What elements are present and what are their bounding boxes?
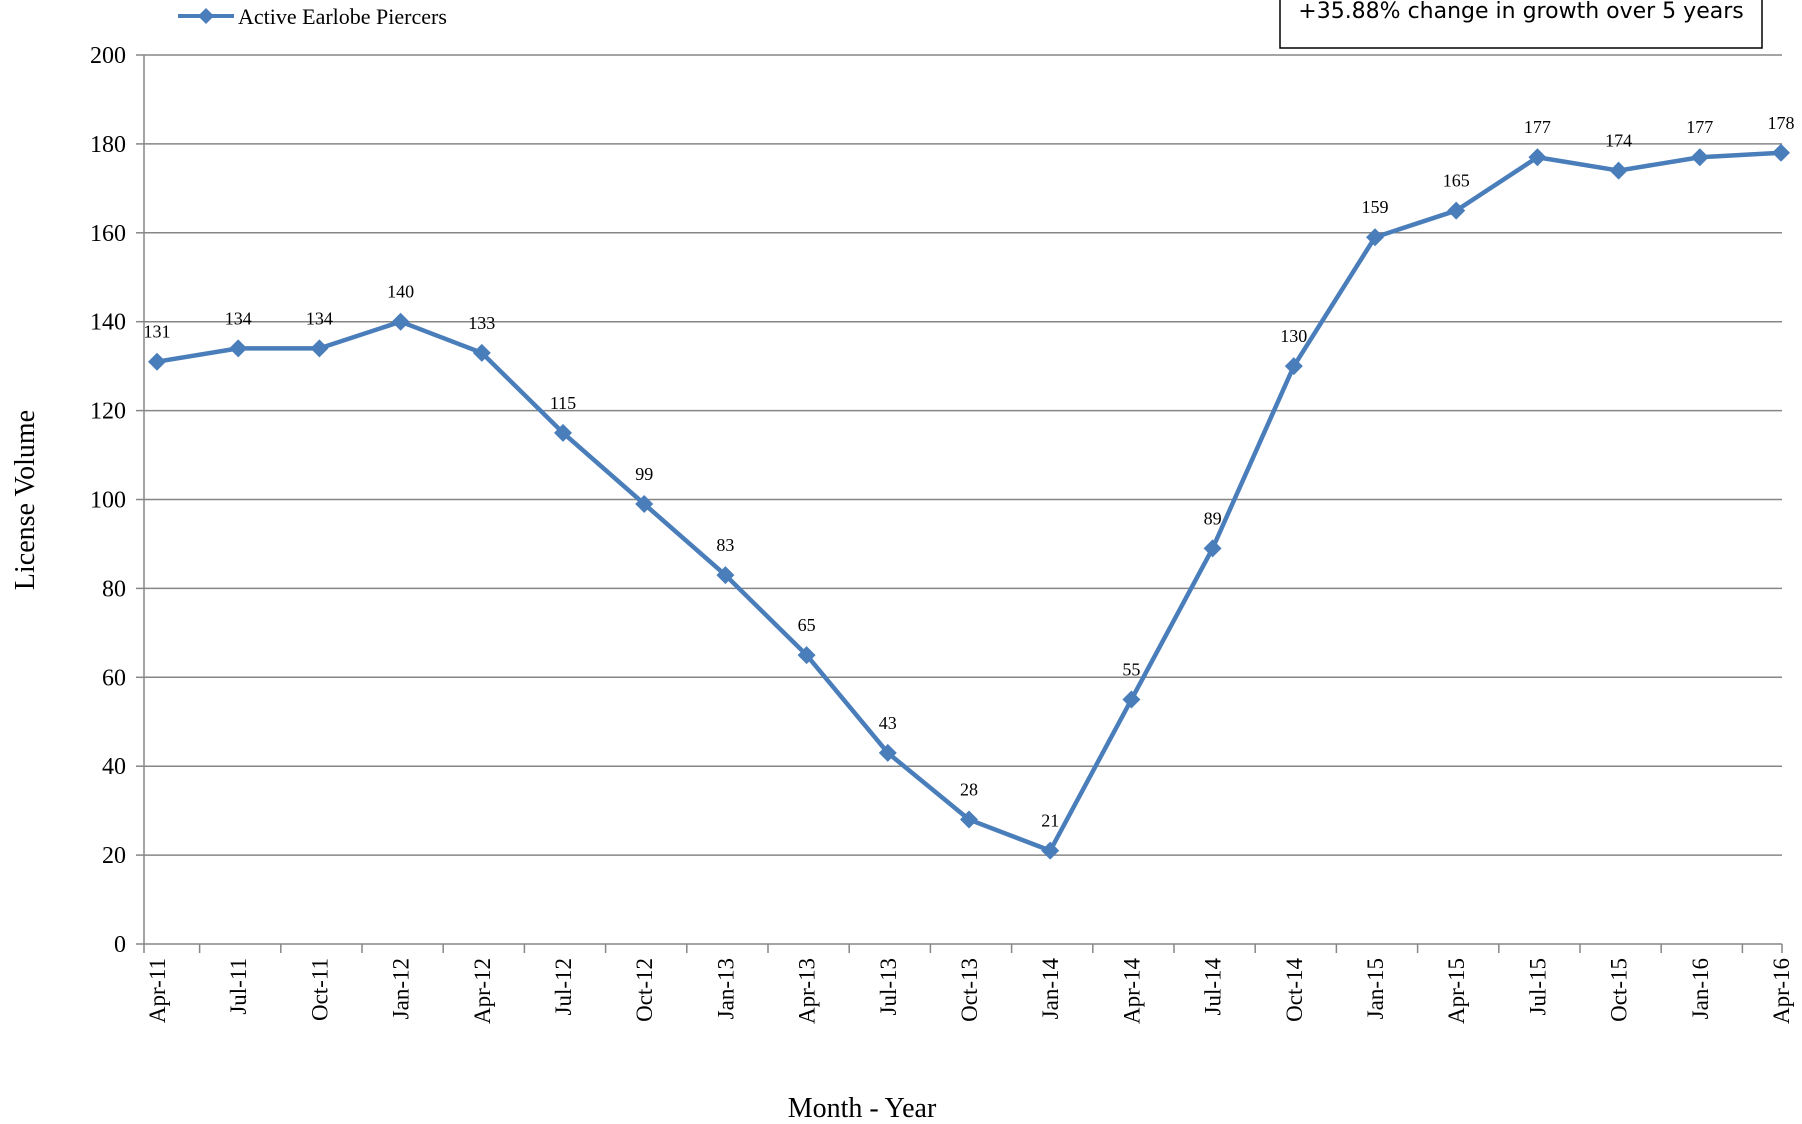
data-label-jan-16: 177 [1686,117,1713,137]
series-line [156,150,1782,853]
y-tick-label-20: 20 [102,843,126,869]
data-point-apr-15 [1447,201,1466,220]
y-tick-label-160: 160 [90,221,126,247]
data-point-jan-16 [1690,148,1709,167]
y-tick-label-100: 100 [90,488,126,514]
annotation-box: +35.88% change in growth over 5 years [1279,0,1763,49]
data-point-oct-15 [1609,161,1628,180]
data-point-jan-15 [1366,228,1384,247]
data-point-jul-11 [229,339,248,358]
y-tick-label-80: 80 [102,576,126,602]
data-label-oct-11: 134 [306,308,333,328]
data-label-jan-13: 83 [716,535,734,555]
data-label-jan-14: 21 [1041,811,1059,831]
data-point-jul-14 [1203,539,1222,558]
y-tick-label-140: 140 [90,310,126,336]
y-tick-label-40: 40 [102,754,126,780]
data-point-apr-12 [472,343,491,362]
y-tick-label-0: 0 [114,932,126,958]
data-point-apr-16 [1772,143,1790,162]
data-label-apr-15: 165 [1443,171,1470,191]
data-label-apr-14: 55 [1122,660,1140,680]
axes [136,54,1783,953]
x-tick-label-oct-12: Oct-12 [632,958,657,1022]
y-tick-labels: 0 20 40 60 80 100 120 140 160 180 200 [90,43,126,958]
gridlines [144,54,1782,856]
x-tick-label-jan-14: Jan-14 [1038,958,1063,1020]
data-label-apr-11: 131 [144,322,171,342]
data-label-jan-12: 140 [387,282,414,302]
legend-diamond-swatch [198,8,214,24]
data-label-oct-12: 99 [635,464,653,484]
x-tick-label-jan-15: Jan-15 [1363,958,1388,1019]
x-tick-label-apr-14: Apr-14 [1119,958,1144,1024]
y-axis-title: License Volume [10,410,41,590]
data-label-jul-14: 89 [1204,508,1222,528]
data-point-jan-13 [716,566,735,585]
x-tick-label-jul-11: Jul-11 [226,958,251,1015]
x-tick-label-apr-12: Apr-12 [470,958,495,1024]
x-tick-label-apr-11: Apr-11 [145,958,170,1023]
data-label-oct-15: 174 [1605,131,1632,151]
x-tick-label-oct-14: Oct-14 [1282,958,1307,1022]
data-label-apr-13: 65 [798,615,816,635]
data-point-jan-14 [1041,841,1060,860]
data-label-apr-16: 178 [1768,113,1795,133]
data-point-jul-13 [878,743,897,762]
x-tick-label-jul-13: Jul-13 [876,958,901,1016]
data-label-jul-11: 134 [225,308,252,328]
x-tick-label-jan-12: Jan-12 [389,958,414,1019]
y-tick-label-200: 200 [90,43,126,69]
x-tick-label-apr-15: Apr-15 [1444,958,1469,1024]
series-active-earlobe-piercers [148,143,1790,860]
x-axis-title: Month - Year [788,1093,937,1124]
x-tick-label-jan-16: Jan-16 [1688,958,1713,1019]
data-labels: 131 134 134 140 133 115 99 83 65 43 28 21 55 89 130 159… [144,113,1795,831]
data-label-jul-13: 43 [879,713,897,733]
data-point-apr-13 [797,646,816,665]
x-tick-label-apr-13: Apr-13 [795,958,820,1024]
x-tick-label-jan-13: Jan-13 [713,958,738,1019]
data-point-oct-12 [635,494,654,513]
data-point-apr-11 [148,352,166,371]
x-tick-labels: Apr-11 Jul-11 Oct-11 Jan-12 Apr-12 Jul-12 Oct-… [145,958,1794,1024]
data-label-jan-15: 159 [1362,197,1389,217]
data-point-oct-11 [310,339,329,358]
data-label-oct-14: 130 [1280,326,1307,346]
data-label-apr-12: 133 [468,313,495,333]
annotation-text: +35.88% change in growth over 5 years [1298,0,1743,24]
x-tick-label-apr-16: Apr-16 [1769,958,1794,1024]
data-label-oct-13: 28 [960,780,978,800]
x-tick-label-jul-14: Jul-14 [1201,958,1226,1016]
data-point-oct-14 [1284,357,1303,376]
x-tick-label-oct-13: Oct-13 [957,958,982,1022]
data-label-jul-12: 115 [550,393,576,413]
data-point-jul-12 [554,423,572,442]
data-point-jul-15 [1528,148,1547,167]
x-tick-label-jul-15: Jul-15 [1525,958,1550,1016]
y-tick-label-60: 60 [102,665,126,691]
data-point-oct-13 [960,810,978,829]
x-tick-label-jul-12: Jul-12 [551,958,576,1016]
x-tick-label-oct-11: Oct-11 [307,958,332,1021]
annotation-frame [1279,0,1763,49]
x-tick-label-oct-15: Oct-15 [1607,958,1632,1022]
y-tick-label-180: 180 [90,132,126,158]
legend: Active Earlobe Piercers [178,4,447,29]
legend-entry-active-earlobe-piercers: Active Earlobe Piercers [238,4,447,29]
y-tick-label-120: 120 [90,399,126,425]
data-point-jan-12 [391,312,410,331]
data-label-jul-15: 177 [1524,117,1551,137]
data-point-apr-14 [1122,690,1141,709]
